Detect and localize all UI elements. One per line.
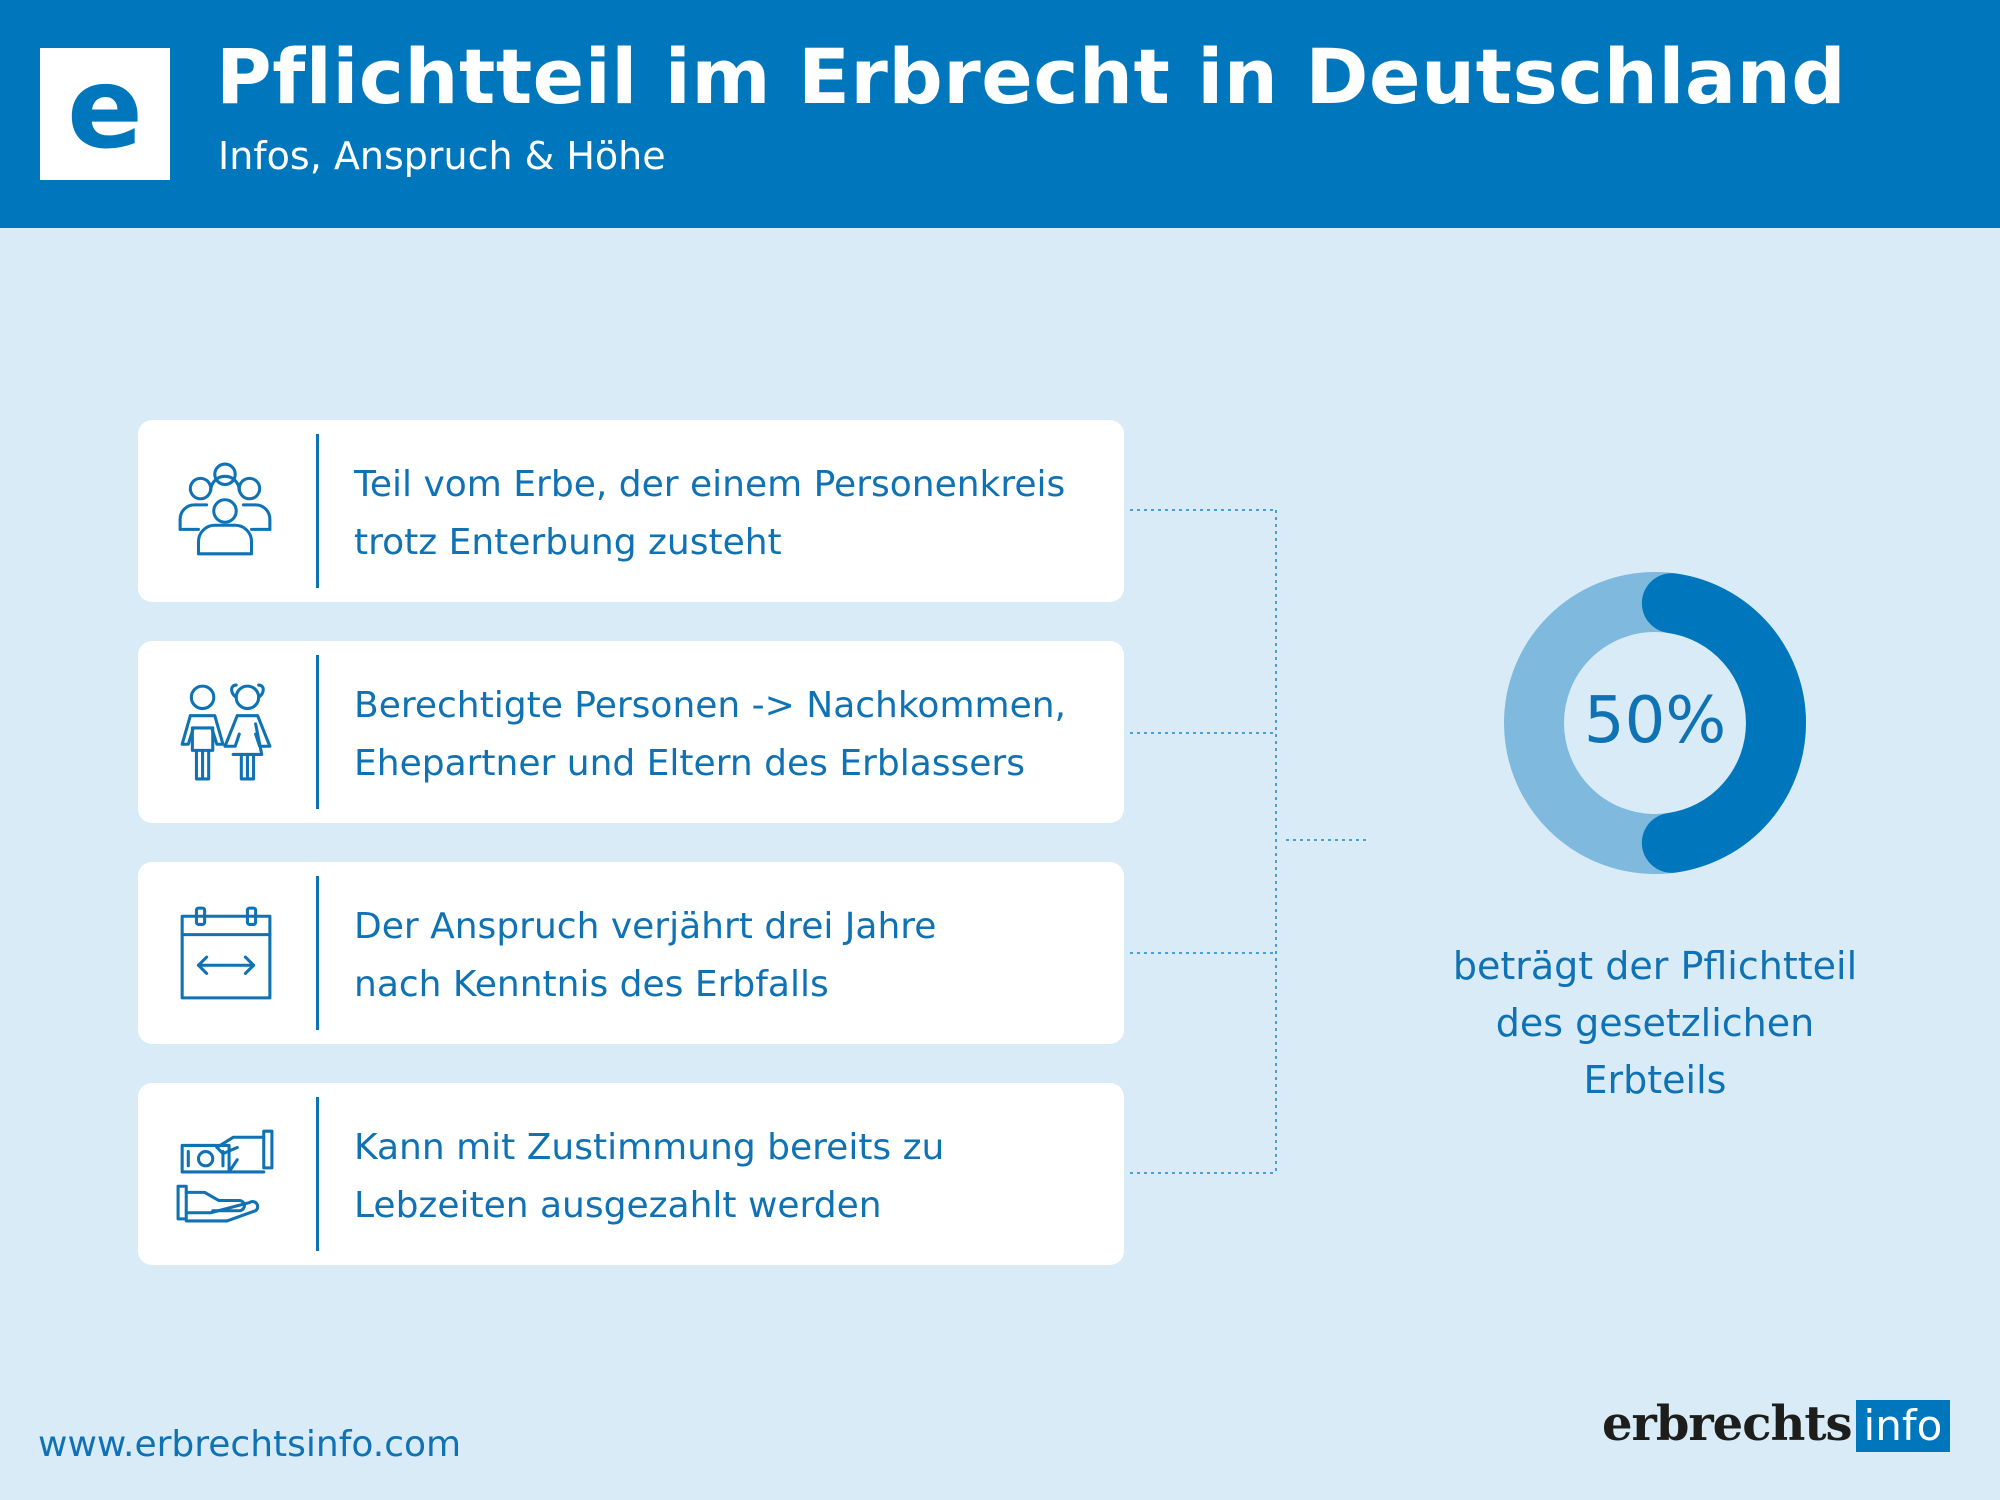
card-text: Berechtigte Personen -> Nachkommen, Ehep… [354,677,1114,793]
brand-logo-main: erbrechts [1602,1396,1853,1452]
card-divider [316,655,319,809]
logo-letter: e [67,44,143,174]
card-text-line: Lebzeiten ausgezahlt werden [354,1185,882,1226]
card-divider [316,876,319,1030]
footer-url[interactable]: www.erbrechtsinfo.com [38,1424,462,1465]
page-title: Pflichtteil im Erbrecht in Deutschland [216,32,1847,121]
logo-box: e [40,48,170,180]
info-card-3: Der Anspruch verjährt drei Jahre nach Ke… [138,862,1124,1044]
card-divider [316,1097,319,1251]
card-text-line: nach Kenntnis des Erbfalls [354,964,829,1005]
brand-logo-tag: info [1855,1400,1951,1452]
info-card-4: Kann mit Zustimmung bereits zu Lebzeiten… [138,1083,1124,1265]
donut-value-label: 50% [1583,684,1727,758]
card-text: Teil vom Erbe, der einem Personenkreis t… [354,456,1114,572]
info-card-1: Teil vom Erbe, der einem Personenkreis t… [138,420,1124,602]
card-text-line: Ehepartner und Eltern des Erblassers [354,743,1025,784]
card-text-line: Berechtigte Personen -> Nachkommen, [354,685,1067,726]
calendar-arrows-icon [180,906,272,1000]
card-text: Der Anspruch verjährt drei Jahre nach Ke… [354,898,1114,1014]
donut-caption: beträgt der Pflichtteil des gesetzlichen… [1400,938,1910,1109]
donut-value-arc [1641,573,1806,873]
donut-caption-line: Erbteils [1583,1058,1727,1102]
card-text-line: trotz Enterbung zusteht [354,522,782,563]
group-people-icon [178,462,272,556]
info-card-2: Berechtigte Personen -> Nachkommen, Ehep… [138,641,1124,823]
card-text-line: Teil vom Erbe, der einem Personenkreis [354,464,1066,505]
card-text-line: Der Anspruch verjährt drei Jahre [354,906,937,947]
card-text-line: Kann mit Zustimmung bereits zu [354,1127,945,1168]
brand-logo: erbrechts info [1602,1394,1951,1454]
page-subtitle: Infos, Anspruch & Höhe [218,134,666,178]
donut-chart [1504,572,1806,874]
money-hands-icon [176,1129,274,1223]
card-text: Kann mit Zustimmung bereits zu Lebzeiten… [354,1119,1114,1235]
header-banner: e Pflichtteil im Erbrecht in Deutschland… [0,0,2000,228]
donut-caption-line: beträgt der Pflichtteil [1452,944,1858,988]
card-divider [316,434,319,588]
donut-caption-line: des gesetzlichen [1495,1001,1815,1045]
children-icon [180,683,272,781]
